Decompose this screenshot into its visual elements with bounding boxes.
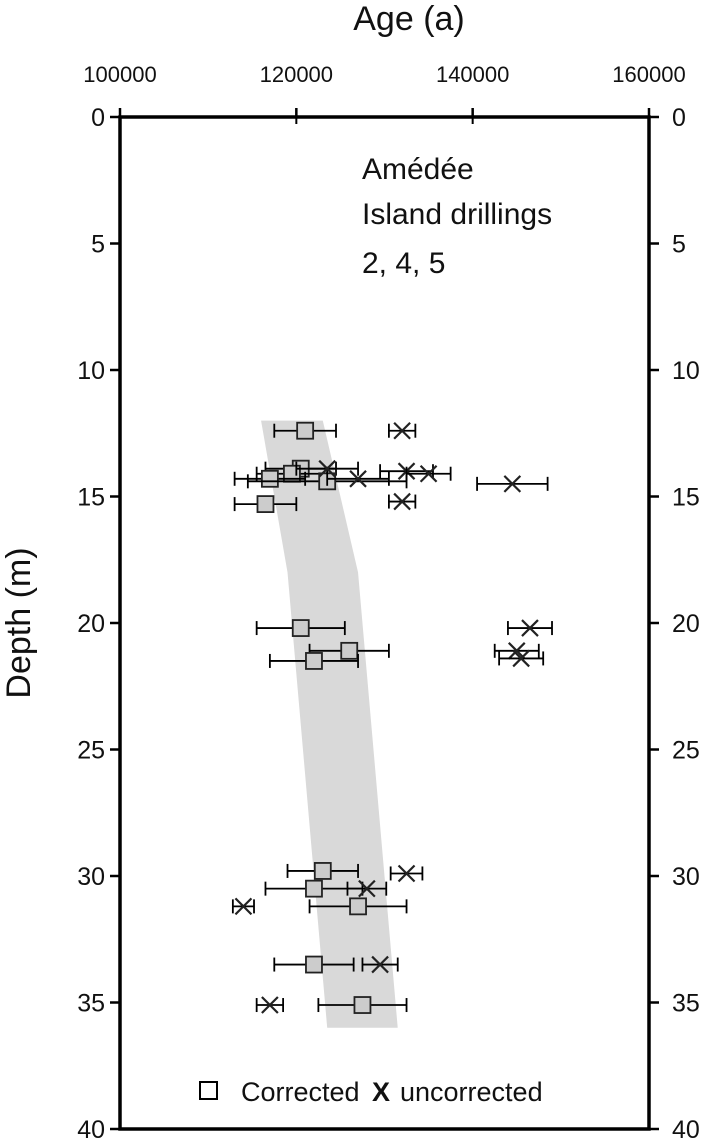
square-marker: [291, 619, 310, 637]
square-marker: [353, 996, 372, 1014]
uncorrected-point: [507, 619, 553, 637]
y-tick-label-right: 15: [672, 484, 700, 512]
corrected-point: [233, 495, 298, 513]
y-tick-label-right: 25: [672, 737, 700, 765]
x-marker-stroke: [371, 955, 389, 974]
y-tick-label-left: 15: [77, 484, 105, 512]
uncorrected-point: [498, 649, 545, 668]
trend-band: [261, 420, 398, 1028]
uncorrected-point: [388, 492, 417, 511]
y-tick-label-right: 20: [672, 610, 700, 638]
square-marker: [260, 469, 279, 488]
uncorrected-point: [389, 864, 424, 883]
x-marker-stroke: [393, 421, 411, 440]
corrected-point: [268, 652, 359, 670]
y-tick-label-right: 5: [672, 231, 686, 259]
y-tick-label-left: 0: [91, 104, 105, 132]
x-marker-stroke: [234, 897, 253, 916]
y-axis-right: 0 5 10 15 20 25 30 35 40: [649, 104, 700, 1141]
data-points-layer: [231, 421, 553, 1014]
legend-symbol-uncorrected: X: [372, 1077, 390, 1107]
uncorrected-point: [231, 897, 255, 916]
square-marker: [296, 421, 315, 440]
y-tick-label-left: 25: [77, 737, 105, 765]
legend-label-corrected: Corrected: [241, 1077, 360, 1107]
x-marker-stroke: [503, 475, 522, 493]
y-tick-label-right: 35: [672, 990, 700, 1018]
x-marker-stroke: [349, 470, 367, 488]
uncorrected-point: [361, 955, 399, 974]
x-marker-stroke: [393, 492, 411, 511]
square-marker: [305, 879, 323, 898]
legend: Corrected X uncorrected: [199, 1077, 543, 1107]
uncorrected-point: [326, 470, 390, 488]
square-marker: [305, 652, 323, 670]
corrected-point: [308, 641, 390, 660]
corrected-point: [317, 996, 408, 1014]
x-tick-label: 160000: [612, 62, 685, 87]
x-marker-stroke: [397, 864, 416, 883]
y-tick-label-left: 10: [77, 357, 105, 385]
corrected-point: [273, 955, 355, 974]
x-marker-stroke: [507, 642, 526, 660]
x-axis: 100000 120000 140000 160000: [83, 62, 686, 124]
x-marker-stroke: [512, 649, 530, 668]
annotation-line-3: 2, 4, 5: [362, 247, 445, 280]
x-marker-stroke: [358, 879, 376, 898]
annotation-line-1: Amédée: [362, 153, 474, 186]
uncorrected-point: [476, 475, 549, 493]
y-tick-label-left: 20: [77, 610, 105, 638]
corrected-point: [233, 469, 307, 488]
corrected-point: [286, 862, 359, 880]
x-tick-label: 120000: [260, 62, 333, 87]
x-axis-title: Age (a): [353, 0, 465, 38]
y-tick-label-right: 40: [672, 1116, 700, 1141]
corrected-point: [308, 897, 408, 916]
x-marker-stroke: [261, 996, 279, 1014]
corrected-point: [273, 421, 337, 440]
uncorrected-point: [346, 879, 388, 898]
y-tick-label-left: 30: [77, 863, 105, 891]
x-marker-stroke: [318, 459, 336, 478]
x-marker-stroke: [419, 464, 438, 483]
y-tick-label-left: 35: [77, 990, 105, 1018]
y-tick-label-left: 40: [77, 1116, 105, 1141]
annotation: Amédée Island drillings 2, 4, 5: [362, 153, 552, 280]
trend-band-layer: [261, 420, 398, 1028]
uncorrected-point: [493, 642, 540, 660]
x-tick-label: 100000: [83, 62, 156, 87]
square-marker: [305, 955, 323, 974]
corrected-point: [255, 619, 346, 637]
y-tick-label-right: 30: [672, 863, 700, 891]
uncorrected-point: [255, 996, 285, 1014]
x-tick-label: 140000: [436, 62, 509, 87]
legend-square-icon: [199, 1081, 218, 1100]
y-axis-left: 0 5 10 15 20 25 30 35 40: [77, 104, 120, 1141]
square-marker: [256, 495, 275, 513]
y-tick-label-right: 10: [672, 357, 700, 385]
x-marker-stroke: [521, 619, 539, 637]
annotation-line-2: Island drillings: [362, 198, 552, 231]
y-tick-label-right: 0: [672, 104, 686, 132]
square-marker: [349, 897, 367, 916]
uncorrected-point: [388, 421, 417, 440]
uncorrected-point: [405, 464, 452, 483]
square-marker: [313, 862, 332, 880]
square-marker: [340, 641, 359, 660]
plot-frame: [118, 115, 651, 1131]
y-tick-label-left: 5: [91, 231, 105, 259]
legend-label-uncorrected: uncorrected: [400, 1077, 543, 1107]
y-axis-title: Depth (m): [0, 547, 38, 698]
uncorrected-point: [295, 459, 359, 478]
